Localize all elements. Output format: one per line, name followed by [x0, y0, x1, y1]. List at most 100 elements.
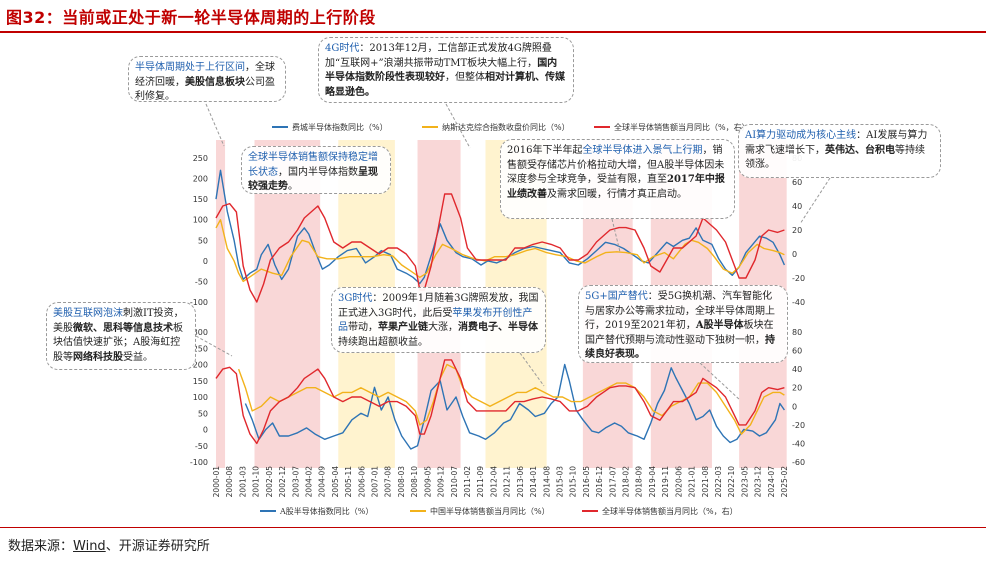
x-tick-label: 2017-07	[608, 466, 617, 498]
series-line-2-1	[244, 363, 785, 450]
x-tick-label: 2004-09	[318, 466, 327, 498]
legend-label: 费城半导体指数同比（%）	[292, 122, 388, 132]
y-right-tick-label: -40	[792, 298, 805, 307]
x-tick-label: 2000-01	[212, 466, 221, 498]
y-left-tick-label: -50	[195, 277, 208, 286]
x-tick-label: 2001-10	[252, 466, 261, 498]
annotation-text: 。	[288, 181, 298, 192]
x-tick-label: 2020-06	[674, 466, 683, 498]
x-tick-label: 2015-03	[555, 466, 564, 498]
x-tick-label: 2001-03	[238, 466, 247, 498]
legend-label: A股半导体指数同比（%）	[279, 506, 373, 516]
x-tick-label: 2009-12	[437, 466, 446, 498]
x-tick-label: 2021-08	[701, 466, 710, 498]
annotation-text: 英伟达、台积电	[825, 144, 895, 156]
annotation-text: 消费电子、半导体	[458, 322, 538, 333]
annotation-ai-compute: AI算力驱动成为核心主线：AI发展与算力需求飞速增长下，英伟达、台积电等持续领涨…	[738, 124, 941, 178]
annotation-4g-era: 4G时代：2013年12月，工信部正式发放4G牌照叠加“互联网+”浪潮共振带动T…	[318, 37, 574, 103]
annotation-text: 板块在国产替代预期与流动性驱动下独树一帜，	[585, 320, 774, 346]
y-right-tick-label: -20	[792, 421, 805, 430]
source-wind: Wind	[73, 539, 106, 554]
y-left-tick-label: -100	[190, 298, 208, 307]
annotation-text: ，全球经济回暖，	[135, 62, 275, 88]
x-tick-label: 2018-02	[622, 466, 631, 498]
source-note: 数据来源：Wind、开源证券研究所	[8, 535, 210, 554]
x-tick-label: 2005-04	[331, 466, 340, 498]
x-tick-label: 2019-11	[661, 466, 670, 498]
y-left-tick-label: 200	[193, 175, 208, 184]
y-left-tick-label: 50	[198, 236, 208, 245]
source-rest: 、开源证券研究所	[105, 539, 210, 554]
y-right-tick-label: 0	[792, 250, 797, 259]
annotation-2016-upcycle: 2016年下半年起全球半导体进入景气上行期，销售额受存储芯片价格拉动大增，但A股…	[500, 139, 735, 219]
annotation-text: 等持续领涨。	[745, 144, 925, 171]
y-left-tick-label: 100	[193, 393, 208, 402]
annotation-dotcom-bubble: 美股互联网泡沫刺激IT投资，美股微软、思科等信息技术板块估值快速扩张；A股海虹控…	[46, 302, 196, 370]
y-right-tick-label: 80	[792, 328, 802, 337]
shaded-period-0	[216, 140, 226, 468]
y-right-tick-label: 60	[792, 178, 802, 187]
x-tick-label: 2016-12	[595, 466, 604, 498]
annotation-text: 板块估值快速扩张；A股海虹控股等	[53, 322, 183, 363]
y-right-tick-label: 60	[792, 347, 802, 356]
annotation-5g-domestic: 5G+国产替代：受5G换机潮、汽车智能化与居家办公等需求拉动，全球半导体周期上行…	[578, 285, 788, 363]
x-tick-label: 2002-12	[278, 466, 287, 498]
source-rule	[0, 527, 986, 528]
x-tick-label: 2003-07	[291, 466, 300, 498]
y-left-tick-label: 150	[193, 195, 208, 204]
annotation-text: 公司盈利修复。	[135, 76, 275, 103]
annotation-text: 刺激IT投资，美股	[53, 308, 184, 334]
annotation-text: 持续良好表现。	[585, 334, 775, 361]
x-tick-label: 2002-05	[265, 466, 274, 498]
x-tick-label: 2022-03	[714, 466, 723, 498]
annotation-text: ：AI发展与算力需求飞速增长下，	[745, 130, 928, 156]
y-left-tick-label: 100	[193, 216, 208, 225]
x-tick-label: 2022-10	[727, 466, 736, 498]
y-left-tick-label: 150	[193, 377, 208, 386]
legend-label: 全球半导体销售额当月同比（%，右）	[614, 122, 750, 132]
annotation-text: 受益。	[123, 351, 153, 363]
annotation-text: ，销售额受存储芯片价格拉动大增，但A股半导体因未深度参与全球竞争，受益有限，直至	[507, 145, 725, 185]
x-tick-label: 2012-11	[503, 466, 512, 498]
x-tick-label: 2023-12	[754, 466, 763, 498]
annotation-text: ，但整体	[445, 72, 485, 83]
annotation-text: ，国内半导体指数	[278, 166, 358, 178]
y-right-tick-label: 40	[792, 365, 802, 374]
annotation-connector	[611, 218, 621, 253]
x-tick-label: 2013-06	[516, 466, 525, 498]
x-tick-label: 2011-09	[476, 466, 485, 498]
annotation-internet-rebound: 半导体周期处于上行区间，全球经济回暖，美股信息板块公司盈利修复。	[128, 56, 286, 102]
y-left-tick-label: 0	[203, 257, 208, 266]
annotation-text: 苹果产业链	[378, 322, 428, 333]
y-left-tick-label: 250	[193, 154, 208, 163]
x-tick-label: 2004-02	[304, 466, 313, 498]
series-line-2-3	[215, 359, 785, 445]
annotation-text: ：2013年12月，工信部正式发放4G牌照叠加“互联网+”浪潮共振带动TMT板块…	[325, 43, 552, 69]
figure-title: 图32：当前或正处于新一轮半导体周期的上行阶段	[6, 8, 376, 27]
annotation-text: 2016年下半年起	[507, 145, 583, 156]
y-right-tick-label: 20	[792, 384, 802, 393]
x-tick-label: 2005-11	[344, 466, 353, 498]
annotation-global-sales-stable: 全球半导体销售额保持稳定增长状态，国内半导体指数呈现较强走势。	[241, 146, 391, 194]
annotation-connector	[519, 352, 545, 387]
x-tick-label: 2023-05	[740, 466, 749, 498]
source-label: 数据来源：	[8, 539, 74, 554]
x-tick-label: 2012-04	[489, 466, 498, 498]
annotation-text: 半导体周期处于上行区间	[135, 62, 245, 73]
shaded-period-1	[254, 140, 321, 468]
annotation-text: 3G时代	[338, 293, 373, 304]
x-tick-label: 2014-08	[542, 466, 551, 498]
annotation-text: 美股信息板块	[185, 76, 245, 88]
x-tick-label: 2016-05	[582, 466, 591, 498]
y-left-tick-label: 300	[193, 328, 208, 337]
annotation-text: 美股互联网泡沫	[53, 308, 123, 319]
annotation-connector	[799, 177, 831, 225]
y-left-tick-label: -50	[195, 442, 208, 451]
annotation-text: 相对计算机、传媒略显逊色。	[325, 72, 565, 98]
x-tick-label: 2024-07	[767, 466, 776, 498]
annotation-text: 苹果发布开创性产品	[338, 307, 533, 334]
x-tick-label: 2014-01	[529, 466, 538, 498]
legend-label: 全球半导体销售额当月同比（%，右）	[602, 506, 738, 516]
annotation-connector	[205, 103, 225, 147]
x-tick-label: 2008-10	[410, 466, 419, 498]
